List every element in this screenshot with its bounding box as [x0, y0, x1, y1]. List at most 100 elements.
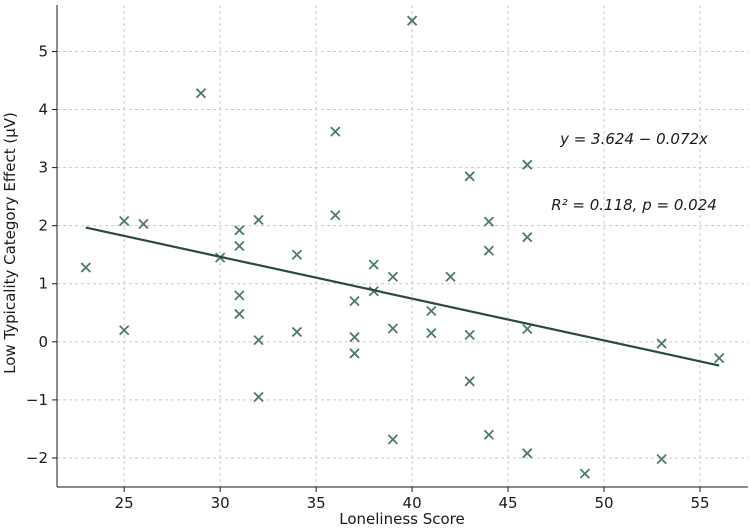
data-point	[195, 88, 207, 99]
data-point	[426, 305, 437, 317]
data-point-stroke	[234, 240, 245, 252]
data-point-stroke	[445, 271, 456, 282]
data-point	[445, 271, 456, 282]
data-point	[349, 348, 360, 359]
data-point	[522, 232, 533, 243]
data-point	[330, 210, 341, 221]
data-point-stroke	[483, 245, 495, 256]
data-point-stroke	[80, 262, 91, 273]
data-point-stroke	[253, 391, 264, 403]
data-point-stroke	[406, 15, 418, 26]
data-point	[368, 259, 379, 270]
data-point	[522, 323, 533, 335]
data-point-stroke	[483, 429, 495, 440]
data-points	[80, 15, 725, 479]
data-point-stroke	[330, 126, 341, 137]
data-point	[464, 171, 475, 182]
data-point	[291, 326, 303, 338]
data-point	[234, 240, 245, 252]
data-point-stroke	[138, 218, 149, 230]
data-point-stroke	[387, 323, 399, 334]
data-point	[656, 338, 667, 349]
data-point-stroke	[656, 453, 667, 465]
data-point	[119, 325, 130, 336]
x-tick-label: 30	[211, 494, 230, 512]
data-point	[483, 429, 495, 440]
y-tick-label: −1	[26, 391, 48, 409]
x-tick-label: 45	[499, 494, 518, 512]
y-tick-label: −2	[26, 449, 48, 467]
grid-lines	[57, 5, 748, 487]
data-point	[119, 215, 130, 227]
data-point-stroke	[253, 334, 264, 346]
data-point-stroke	[291, 249, 303, 260]
data-point	[138, 218, 149, 230]
axes	[52, 5, 748, 492]
data-point	[522, 448, 533, 459]
x-tick-label: 35	[307, 494, 326, 512]
data-point-stroke	[464, 376, 475, 387]
data-point-stroke	[349, 332, 360, 343]
data-point	[234, 308, 245, 320]
data-point-stroke	[522, 232, 533, 243]
y-tick-label: 4	[38, 101, 48, 119]
data-point-stroke	[330, 210, 341, 221]
data-point	[714, 352, 725, 364]
data-point	[387, 323, 399, 334]
data-point-stroke	[195, 88, 207, 99]
data-point-stroke	[426, 305, 437, 317]
data-point-stroke	[234, 225, 245, 236]
regression-line-group	[85, 226, 720, 367]
data-point	[330, 126, 341, 137]
data-point-stroke	[234, 290, 245, 301]
data-point-stroke	[522, 323, 533, 335]
data-point	[406, 15, 418, 26]
data-point	[349, 296, 360, 307]
y-tick-label: 3	[38, 159, 48, 177]
data-point-stroke	[234, 308, 245, 320]
data-point	[387, 271, 399, 282]
data-point	[483, 216, 495, 227]
y-axis-label: Low Typicality Category Effect (μV)	[1, 112, 19, 374]
regression-stats: R² = 0.118, p = 0.024	[551, 196, 717, 214]
x-tick-label: 50	[594, 494, 613, 512]
x-tick-label: 25	[115, 494, 134, 512]
data-point-stroke	[522, 159, 533, 170]
data-point	[522, 159, 533, 170]
data-point-stroke	[368, 259, 379, 270]
data-point-stroke	[426, 327, 437, 339]
y-tick-label: 5	[38, 42, 48, 60]
y-tick-label: 0	[38, 333, 48, 351]
y-tick-label: 1	[38, 275, 48, 293]
data-point	[464, 376, 475, 387]
data-point-stroke	[579, 468, 590, 479]
data-point-stroke	[387, 271, 399, 282]
data-point	[426, 327, 437, 339]
data-point-stroke	[464, 329, 475, 340]
data-point-stroke	[464, 171, 475, 182]
data-point	[80, 262, 91, 273]
data-point-stroke	[291, 326, 303, 338]
y-tick-label: 2	[38, 217, 48, 235]
data-point-stroke	[387, 434, 399, 445]
data-point	[253, 334, 264, 346]
data-point-stroke	[714, 352, 725, 364]
data-point	[291, 249, 303, 260]
data-point-stroke	[522, 448, 533, 459]
x-tick-label: 40	[403, 494, 422, 512]
x-axis-label: Loneliness Score	[339, 510, 465, 528]
regression-equation: y = 3.624 − 0.072x	[559, 130, 708, 148]
data-point-stroke	[483, 216, 495, 227]
data-point	[483, 245, 495, 256]
data-point	[656, 453, 667, 465]
data-point	[234, 290, 245, 301]
data-point	[253, 214, 264, 226]
data-point-stroke	[656, 338, 667, 349]
data-point-stroke	[253, 214, 264, 226]
data-point-stroke	[349, 348, 360, 359]
data-point-stroke	[119, 215, 130, 227]
data-point-stroke	[349, 296, 360, 307]
x-tick-label: 55	[690, 494, 709, 512]
